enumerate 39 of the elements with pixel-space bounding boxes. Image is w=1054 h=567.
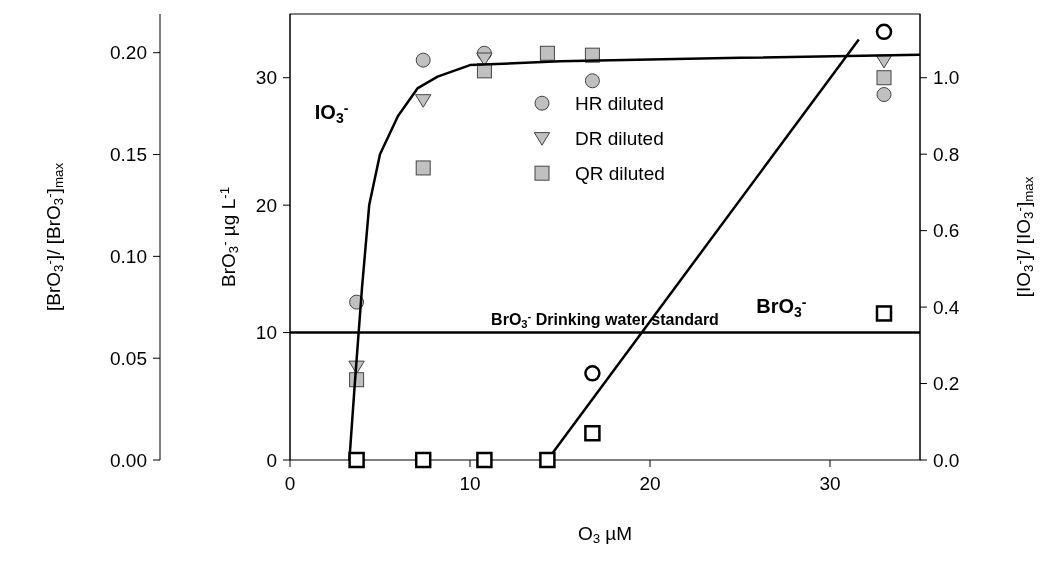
point bbox=[414, 451, 432, 469]
point bbox=[476, 451, 493, 469]
point bbox=[584, 424, 601, 442]
y-tick-label: 30 bbox=[255, 67, 277, 89]
point bbox=[415, 52, 431, 68]
point bbox=[875, 305, 893, 322]
y-tick-label: 0 bbox=[266, 449, 277, 471]
point bbox=[539, 451, 556, 469]
x-axis-title: O$_{3}$ µM bbox=[577, 523, 633, 547]
ref-line-label: BrO$_{3}$$^{-}$ Drinking water standard bbox=[491, 309, 719, 330]
legend-label: QR diluted bbox=[575, 162, 665, 184]
legend-label: HR diluted bbox=[575, 92, 664, 114]
point bbox=[584, 73, 600, 89]
y2-tick-label: 0.6 bbox=[933, 220, 960, 242]
y3-tick-label: 0.20 bbox=[110, 42, 147, 64]
y3-tick-label: 0.10 bbox=[110, 246, 147, 267]
y-tick-label: 10 bbox=[255, 322, 277, 344]
y2-tick-label: 1.0 bbox=[933, 67, 960, 89]
point bbox=[875, 23, 893, 41]
y-tick-label: 20 bbox=[255, 194, 277, 216]
point bbox=[415, 94, 432, 108]
y2-tick-label: 0.0 bbox=[933, 449, 960, 471]
x-tick-label: 0 bbox=[284, 473, 296, 494]
point bbox=[539, 45, 555, 61]
point bbox=[876, 70, 892, 86]
x-tick-label: 10 bbox=[459, 473, 481, 494]
point bbox=[876, 87, 892, 103]
point bbox=[348, 451, 365, 469]
y2-tick-label: 0.4 bbox=[933, 296, 960, 318]
y3-tick-label: 0.05 bbox=[110, 347, 147, 369]
legend-label: DR diluted bbox=[575, 127, 664, 149]
y2-tick-label: 0.8 bbox=[933, 143, 960, 165]
x-tick-label: 20 bbox=[639, 473, 661, 494]
y2-tick-label: 0.2 bbox=[933, 373, 960, 395]
point bbox=[415, 160, 431, 176]
y3-tick-label: 0.15 bbox=[110, 144, 147, 166]
x-tick-label: 30 bbox=[819, 473, 841, 494]
point bbox=[584, 365, 601, 382]
y3-tick-label: 0.00 bbox=[110, 449, 147, 471]
